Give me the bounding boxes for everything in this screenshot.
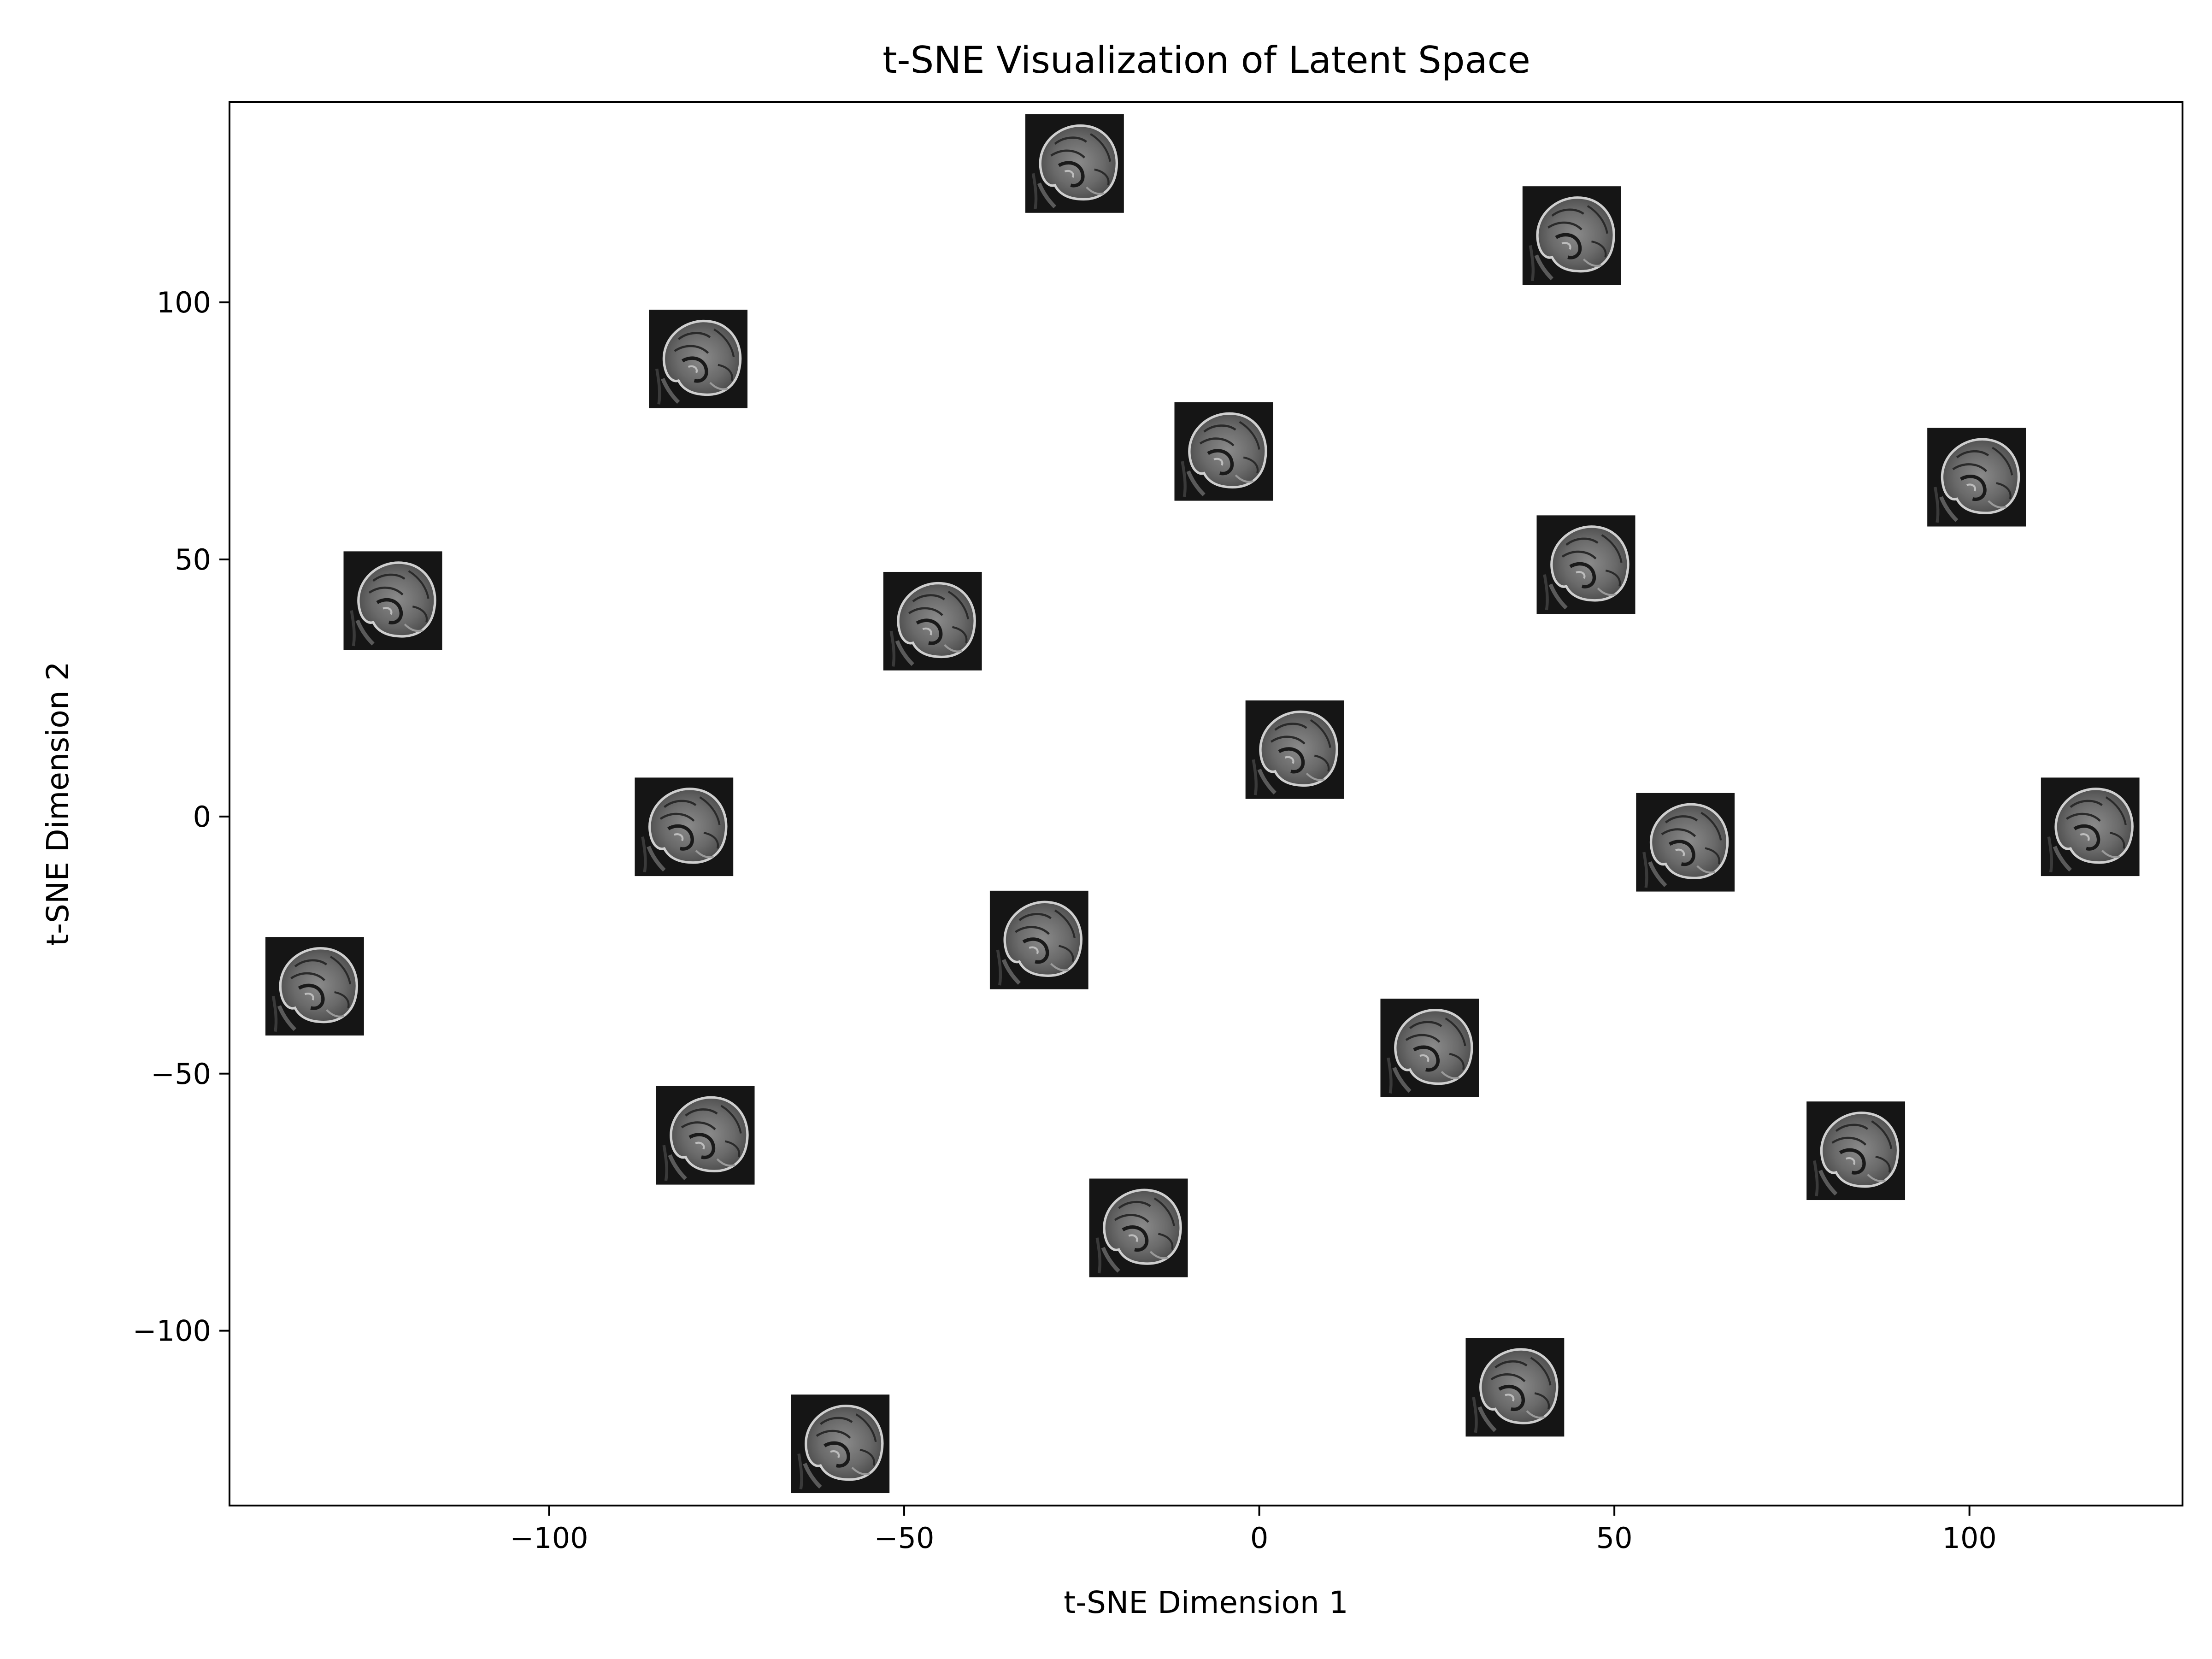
y-tick-label: −100 [133,1314,211,1348]
x-tick-label: 50 [1596,1521,1633,1555]
brain-thumbnail-point-7 [883,572,982,671]
brain-thumbnail-point-11 [2041,777,2140,876]
y-axis-ticks: −100 −50 0 50 100 [133,286,229,1348]
brain-thumbnail-point-15 [656,1086,755,1185]
brain-thumbnail-point-19 [791,1394,889,1493]
brain-thumbnail-point-1 [1523,186,1621,285]
y-axis-title: t-SNE Dimension 2 [40,661,76,946]
brain-thumbnail-point-16 [1806,1101,1905,1200]
brain-thumbnail-point-8 [1246,700,1344,799]
x-tick-label: 100 [1942,1521,1997,1555]
x-axis-ticks: −100 −50 0 50 100 [510,1506,1997,1555]
y-tick-label: 50 [175,543,211,577]
y-tick-label: 0 [193,800,211,834]
points-layer [265,114,2140,1493]
brain-thumbnail-point-14 [1380,999,1479,1097]
chart-title: t-SNE Visualization of Latent Space [882,39,1530,82]
x-tick-label: 0 [1250,1521,1268,1555]
x-axis-title: t-SNE Dimension 1 [1064,1585,1348,1620]
brain-thumbnail-point-12 [990,891,1088,989]
brain-thumbnail-point-2 [649,310,747,408]
brain-thumbnail-point-9 [635,777,733,876]
x-tick-label: −100 [510,1521,588,1555]
brain-thumbnail-point-5 [1537,515,1635,614]
brain-thumbnail-point-4 [1927,428,2026,527]
brain-thumbnail-point-6 [344,551,442,650]
brain-thumbnail-point-3 [1175,402,1273,501]
brain-thumbnail-point-17 [1089,1179,1188,1277]
brain-thumbnail-point-13 [265,937,364,1035]
brain-thumbnail-point-18 [1465,1338,1564,1436]
brain-thumbnail-point-0 [1025,114,1124,213]
plot-frame [229,101,2183,1506]
y-tick-label: −50 [151,1057,211,1091]
y-tick-label: 100 [157,286,211,319]
x-tick-label: −50 [874,1521,935,1555]
brain-thumbnail-point-10 [1636,793,1735,892]
